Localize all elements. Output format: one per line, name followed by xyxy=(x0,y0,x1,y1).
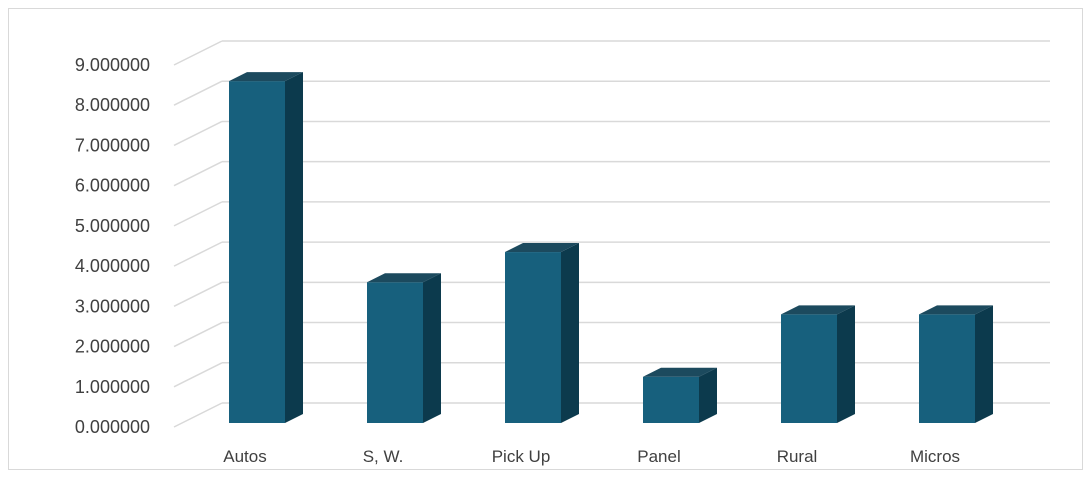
bar xyxy=(367,273,441,423)
x-category-label: Micros xyxy=(910,447,960,466)
bar-top xyxy=(505,243,579,253)
bar xyxy=(919,305,993,423)
bar-side xyxy=(837,305,855,423)
gridline-depth xyxy=(173,80,223,106)
bar-side xyxy=(423,273,441,423)
bar xyxy=(505,243,579,423)
y-tick-label: 2.000000 xyxy=(75,337,150,357)
bar-side xyxy=(975,305,993,423)
y-tick-label: 4.000000 xyxy=(75,256,150,276)
bar-front xyxy=(781,314,837,423)
y-axis-ticks: 0.000000 1.000000 2.000000 3.000000 4.000000… xyxy=(75,55,150,437)
bar-front xyxy=(367,282,423,423)
gridlines xyxy=(173,40,1050,428)
bar-front xyxy=(919,314,975,423)
bar-top xyxy=(229,72,303,82)
bar-top xyxy=(643,367,717,377)
bar xyxy=(643,367,717,423)
bar-top xyxy=(919,305,993,315)
y-tick-label: 7.000000 xyxy=(75,135,150,155)
bar-top xyxy=(367,273,441,283)
x-category-label: Autos xyxy=(223,447,266,466)
x-category-label: Panel xyxy=(637,447,680,466)
x-category-label: Rural xyxy=(777,447,818,466)
x-axis-labels: Autos S, W. Pick Up Panel Rural Micros xyxy=(223,447,960,466)
gridline-depth xyxy=(173,281,223,308)
bar-front xyxy=(229,81,285,423)
bar-side xyxy=(699,367,717,423)
bar-side xyxy=(285,72,303,423)
gridline-depth xyxy=(173,120,223,147)
bars xyxy=(229,72,993,423)
y-tick-label: 9.000000 xyxy=(75,55,150,75)
bar xyxy=(229,72,303,423)
x-category-label: S, W. xyxy=(363,447,404,466)
bar xyxy=(781,305,855,423)
gridline-depth xyxy=(173,241,223,267)
y-tick-label: 6.000000 xyxy=(75,176,150,196)
y-tick-label: 1.000000 xyxy=(75,377,150,397)
y-tick-label: 3.000000 xyxy=(75,296,150,316)
bar-front xyxy=(505,252,561,423)
gridline-depth xyxy=(173,201,223,227)
bar-side xyxy=(561,243,579,423)
bar-front xyxy=(643,376,699,423)
gridline-depth xyxy=(173,402,223,428)
bar-top xyxy=(781,305,855,315)
y-tick-label: 8.000000 xyxy=(75,95,150,115)
gridline-depth xyxy=(173,40,223,66)
gridline-depth xyxy=(173,321,223,348)
x-category-label: Pick Up xyxy=(492,447,551,466)
y-tick-label: 0.000000 xyxy=(75,417,150,437)
gridline-depth xyxy=(173,160,223,187)
y-tick-label: 5.000000 xyxy=(75,216,150,236)
gridline-depth xyxy=(173,362,223,388)
